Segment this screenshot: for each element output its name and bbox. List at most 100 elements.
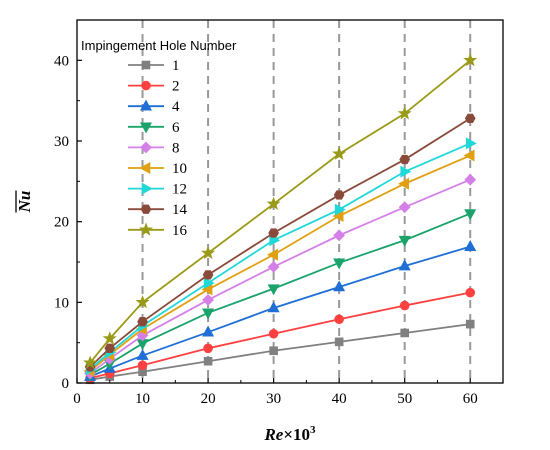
data-point-6-60 bbox=[464, 209, 477, 221]
data-point-2-20 bbox=[203, 343, 213, 354]
legend-label-6: 6 bbox=[172, 120, 180, 136]
data-point-12-50 bbox=[400, 165, 412, 178]
x-tick-label-0: 0 bbox=[73, 391, 81, 407]
gridlines bbox=[141, 20, 472, 383]
data-point-16-10 bbox=[135, 294, 150, 309]
legend-label-4: 4 bbox=[172, 99, 180, 115]
data-point-1-60 bbox=[465, 319, 475, 329]
data-point-16-60 bbox=[463, 52, 478, 67]
series-line-1 bbox=[89, 323, 471, 381]
series-line-12 bbox=[89, 142, 471, 370]
legend-marker-8 bbox=[140, 141, 152, 154]
series-line-4 bbox=[89, 245, 471, 378]
legend-label-1: 1 bbox=[172, 58, 180, 74]
data-point-4-60 bbox=[464, 240, 477, 251]
data-point-12-60 bbox=[465, 137, 477, 150]
y-tick-label-40: 40 bbox=[54, 53, 69, 69]
data-point-10-30 bbox=[266, 248, 278, 261]
data-point-16-40 bbox=[332, 146, 347, 160]
y-tick-label-20: 20 bbox=[54, 215, 69, 231]
legend-marker-10 bbox=[139, 161, 151, 175]
data-point-6-50 bbox=[398, 235, 411, 247]
data-point-4-50 bbox=[398, 259, 411, 271]
x-axis-title-exponent: 3 bbox=[310, 424, 316, 436]
series-line-10 bbox=[89, 154, 471, 372]
legend-marker-4 bbox=[139, 99, 153, 111]
legend-label-12: 12 bbox=[172, 182, 187, 198]
data-point-14-5 bbox=[104, 343, 116, 353]
data-point-8-20 bbox=[202, 293, 215, 306]
data-point-4-20 bbox=[202, 325, 215, 337]
data-point-2-60 bbox=[465, 287, 476, 298]
x-tick-label-50: 50 bbox=[397, 391, 412, 407]
data-point-14-30 bbox=[268, 228, 279, 238]
data-point-14-60 bbox=[464, 113, 476, 124]
y-tick-label-10: 10 bbox=[54, 295, 69, 311]
data-point-14-10 bbox=[137, 317, 148, 327]
legend-marker-12 bbox=[141, 182, 153, 195]
data-point-12-40 bbox=[334, 203, 346, 216]
legend-label-8: 8 bbox=[172, 140, 180, 156]
data-point-8-60 bbox=[464, 173, 477, 186]
data-point-6-30 bbox=[267, 284, 280, 296]
legend-marker-14 bbox=[140, 204, 152, 214]
data-point-1-50 bbox=[400, 328, 409, 338]
data-point-2-40 bbox=[334, 314, 344, 325]
data-point-6-20 bbox=[202, 308, 215, 320]
series-line-14 bbox=[89, 117, 471, 368]
legend-label-10: 10 bbox=[172, 161, 187, 177]
data-point-14-20 bbox=[202, 270, 214, 280]
y-tick-label-0: 0 bbox=[62, 376, 70, 392]
data-point-10-50 bbox=[398, 177, 409, 190]
data-point-1-20 bbox=[203, 356, 213, 366]
data-point-2-10 bbox=[137, 360, 148, 371]
legend-title: Impingement Hole Number bbox=[81, 38, 237, 53]
legend-marker-1 bbox=[141, 60, 151, 70]
data-point-1-40 bbox=[334, 337, 344, 347]
data-point-16-30 bbox=[266, 196, 281, 210]
legend-marker-2 bbox=[141, 80, 151, 91]
data-point-8-40 bbox=[333, 229, 346, 242]
y-tick-label-30: 30 bbox=[54, 134, 69, 150]
x-tick-label-10: 10 bbox=[135, 391, 150, 407]
data-point-16-20 bbox=[201, 245, 216, 260]
legend-marker-6 bbox=[139, 122, 153, 134]
data-point-14-40 bbox=[333, 190, 345, 200]
data-point-16-50 bbox=[397, 106, 412, 120]
data-point-4-10 bbox=[136, 348, 149, 360]
data-point-4-30 bbox=[267, 301, 280, 313]
x-axis-title-main: Re bbox=[263, 425, 283, 444]
data-point-8-50 bbox=[398, 201, 411, 214]
data-point-4-40 bbox=[333, 280, 346, 292]
data-point-8-30 bbox=[267, 260, 280, 273]
data-point-2-50 bbox=[399, 300, 410, 311]
series-line-16 bbox=[89, 59, 471, 364]
data-point-12-20 bbox=[203, 276, 215, 289]
legend-label-16: 16 bbox=[172, 223, 188, 239]
x-tick-label-30: 30 bbox=[266, 391, 281, 407]
series-layer bbox=[83, 52, 478, 385]
y-axis-title: Nu bbox=[15, 191, 34, 214]
x-tick-label-60: 60 bbox=[463, 391, 478, 407]
legend-label-14: 14 bbox=[172, 202, 188, 218]
legend-marker-16 bbox=[138, 222, 154, 236]
x-axis-title: Re×103 bbox=[263, 424, 316, 444]
x-tick-label-20: 20 bbox=[201, 391, 216, 407]
series-line-8 bbox=[89, 178, 471, 375]
data-point-14-50 bbox=[399, 154, 411, 165]
data-point-10-60 bbox=[463, 149, 475, 162]
x-tick-label-40: 40 bbox=[332, 391, 347, 407]
x-axis-title-suffix: ×10 bbox=[283, 425, 310, 444]
data-point-1-30 bbox=[269, 346, 278, 356]
data-point-16-2 bbox=[83, 355, 98, 369]
legend-label-2: 2 bbox=[172, 79, 180, 95]
series-14 bbox=[84, 113, 476, 372]
plot-frame bbox=[76, 19, 504, 384]
axes: 0 10 20 30 40 50 60 0 10 20 30 40 bbox=[54, 19, 504, 407]
data-point-6-40 bbox=[333, 258, 346, 270]
data-point-16-5 bbox=[102, 331, 117, 345]
series-16 bbox=[83, 52, 478, 369]
data-point-2-30 bbox=[268, 328, 279, 339]
